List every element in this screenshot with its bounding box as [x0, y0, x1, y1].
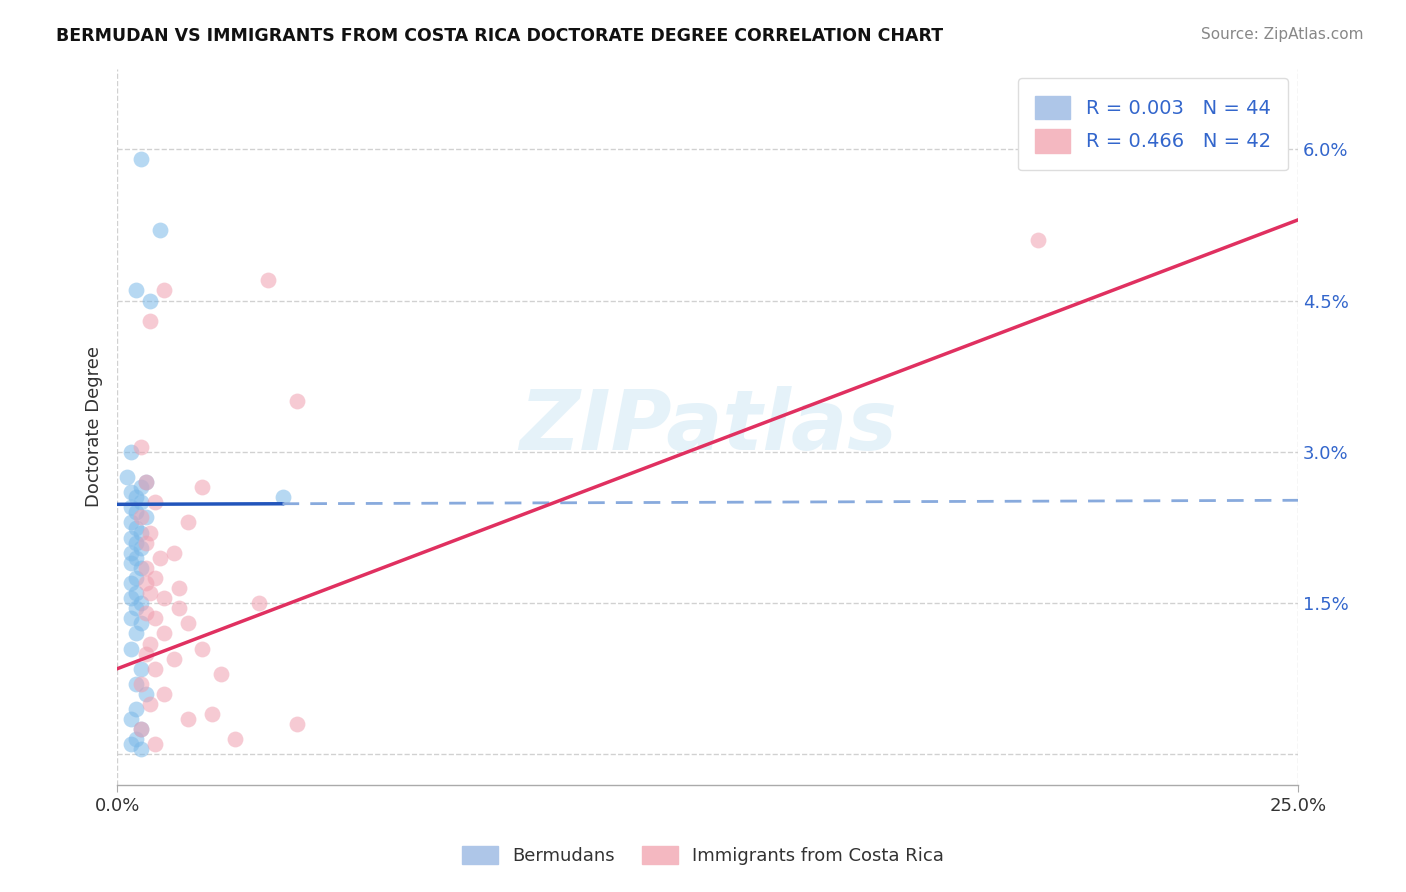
Point	[153, 687, 176, 701]
Point	[129, 742, 152, 756]
Point	[163, 651, 186, 665]
Text: ZIPatlas: ZIPatlas	[519, 386, 897, 467]
Point	[163, 546, 186, 560]
Point	[125, 535, 148, 549]
Point	[129, 723, 152, 737]
Point	[191, 641, 214, 656]
Point	[143, 571, 166, 585]
Point	[125, 626, 148, 640]
Y-axis label: Doctorate Degree: Doctorate Degree	[86, 346, 103, 508]
Point	[125, 520, 148, 534]
Point	[143, 495, 166, 509]
Point	[1026, 233, 1049, 247]
Point	[135, 535, 157, 549]
Point	[135, 475, 157, 489]
Point	[120, 576, 142, 591]
Point	[125, 586, 148, 600]
Point	[120, 516, 142, 530]
Point	[129, 480, 152, 494]
Point	[120, 500, 142, 515]
Point	[153, 591, 176, 606]
Point	[129, 541, 152, 555]
Point	[247, 596, 270, 610]
Point	[129, 662, 152, 676]
Point	[125, 601, 148, 615]
Point	[177, 516, 200, 530]
Point	[139, 636, 162, 650]
Point	[139, 525, 162, 540]
Legend: Bermudans, Immigrants from Costa Rica: Bermudans, Immigrants from Costa Rica	[453, 837, 953, 874]
Point	[285, 394, 308, 409]
Point	[129, 723, 152, 737]
Point	[139, 293, 162, 308]
Point	[177, 712, 200, 726]
Point	[129, 596, 152, 610]
Point	[177, 616, 200, 631]
Point	[153, 626, 176, 640]
Point	[120, 738, 142, 752]
Point	[129, 677, 152, 691]
Point	[120, 611, 142, 625]
Point	[153, 284, 176, 298]
Point	[257, 273, 280, 287]
Point	[139, 586, 162, 600]
Point	[129, 616, 152, 631]
Point	[129, 525, 152, 540]
Point	[135, 475, 157, 489]
Point	[135, 576, 157, 591]
Point	[191, 480, 214, 494]
Point	[285, 717, 308, 731]
Point	[135, 510, 157, 524]
Point	[120, 641, 142, 656]
Point	[209, 666, 232, 681]
Point	[129, 510, 152, 524]
Point	[135, 561, 157, 575]
Point	[201, 707, 224, 722]
Point	[120, 445, 142, 459]
Point	[135, 687, 157, 701]
Point	[125, 677, 148, 691]
Legend: R = 0.003   N = 44, R = 0.466   N = 42: R = 0.003 N = 44, R = 0.466 N = 42	[1018, 78, 1288, 170]
Point	[167, 601, 190, 615]
Point	[120, 556, 142, 570]
Point	[149, 550, 172, 565]
Point	[167, 581, 190, 595]
Point	[129, 561, 152, 575]
Point	[135, 647, 157, 661]
Point	[115, 470, 138, 484]
Point	[224, 732, 246, 747]
Point	[129, 440, 152, 454]
Point	[120, 546, 142, 560]
Point	[149, 223, 172, 237]
Point	[129, 495, 152, 509]
Point	[271, 490, 294, 504]
Point	[120, 485, 142, 500]
Point	[120, 531, 142, 545]
Point	[135, 607, 157, 621]
Text: Source: ZipAtlas.com: Source: ZipAtlas.com	[1201, 27, 1364, 42]
Point	[129, 153, 152, 167]
Point	[120, 591, 142, 606]
Point	[139, 314, 162, 328]
Point	[143, 611, 166, 625]
Point	[139, 697, 162, 711]
Point	[125, 505, 148, 519]
Point	[125, 702, 148, 716]
Point	[143, 662, 166, 676]
Point	[125, 284, 148, 298]
Point	[143, 738, 166, 752]
Point	[125, 571, 148, 585]
Point	[120, 712, 142, 726]
Text: BERMUDAN VS IMMIGRANTS FROM COSTA RICA DOCTORATE DEGREE CORRELATION CHART: BERMUDAN VS IMMIGRANTS FROM COSTA RICA D…	[56, 27, 943, 45]
Point	[125, 732, 148, 747]
Point	[125, 490, 148, 504]
Point	[125, 550, 148, 565]
